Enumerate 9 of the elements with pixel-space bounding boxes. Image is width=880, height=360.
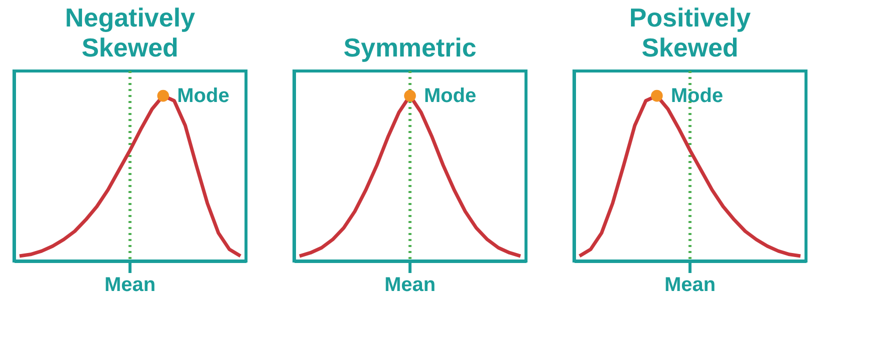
annotation: Mode — [424, 84, 476, 107]
text: Mean — [384, 274, 436, 296]
annotation: Mode — [670, 84, 724, 107]
text: Mean — [664, 274, 716, 296]
annotation: Mode — [177, 84, 230, 107]
text: Mean — [104, 274, 156, 296]
chart-title: Symmetric — [344, 32, 476, 62]
chart-title: Negatively Skewed — [64, 2, 196, 62]
chart-title: Positively Skewed — [629, 2, 752, 62]
